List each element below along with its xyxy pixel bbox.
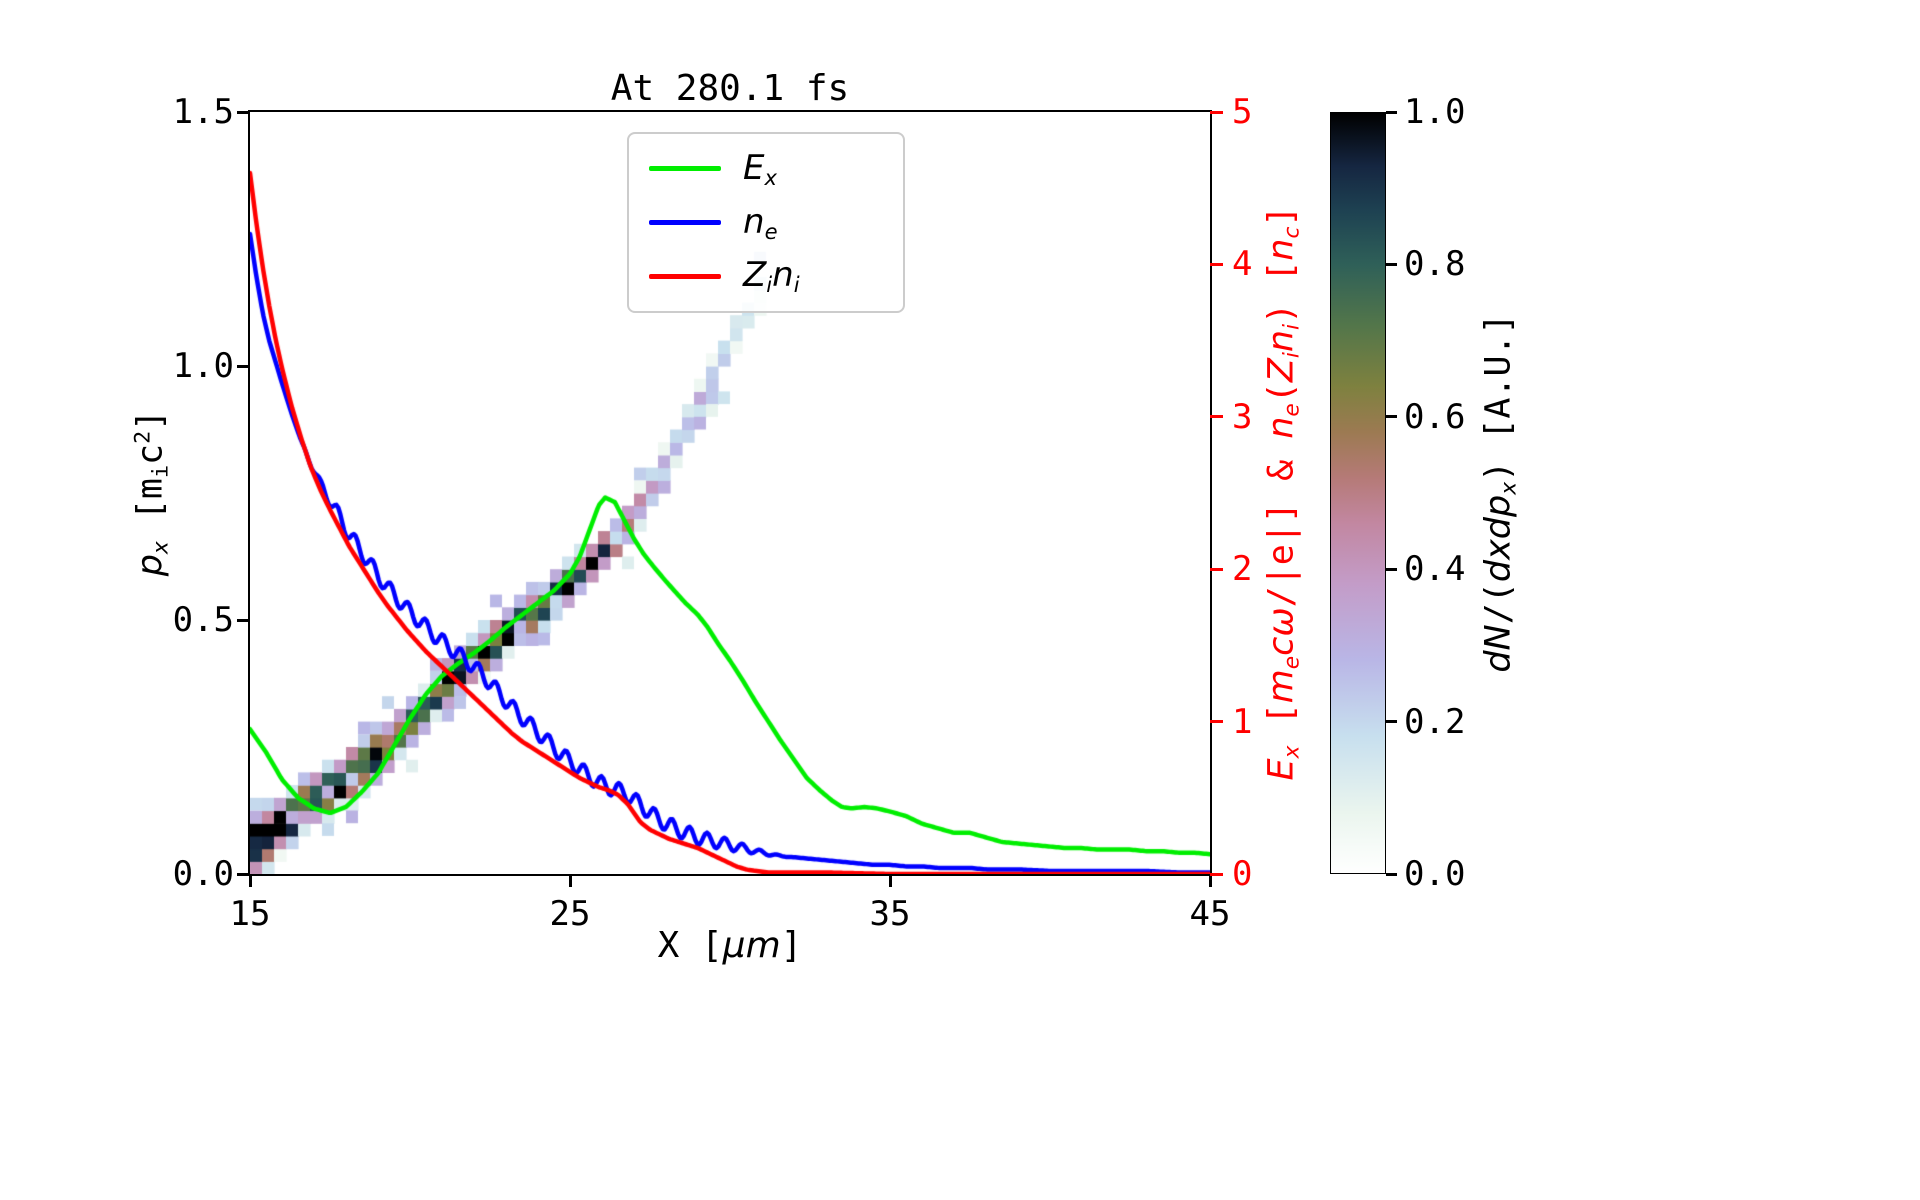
legend-item: Ex (649, 148, 893, 190)
y-left-tick (237, 618, 250, 622)
y-right-tick (1210, 415, 1223, 419)
x-tick-label: 45 (1189, 894, 1231, 934)
chart-title: At 280.1 fs (610, 68, 850, 109)
colorbar-tick-label: 0.0 (1404, 854, 1466, 894)
y-left-tick-label: 1.0 (172, 346, 234, 386)
x-tick (1208, 874, 1212, 887)
colorbar-tick-label: 1.0 (1404, 92, 1466, 132)
colorbar-gradient (1330, 112, 1386, 874)
legend-line-swatch (649, 219, 721, 225)
legend-line-swatch (649, 273, 721, 279)
y-right-tick-label: 3 (1232, 396, 1253, 437)
legend-label: Zini (743, 255, 800, 298)
y-right-tick-label: 0 (1232, 854, 1253, 894)
x-tick-label: 35 (869, 894, 911, 934)
colorbar-tick-label: 0.6 (1404, 396, 1466, 437)
y-right-tick (1210, 720, 1223, 724)
colorbar-tick (1386, 262, 1397, 266)
colorbar-tick-label: 0.8 (1404, 244, 1466, 285)
y-right-tick (1210, 262, 1223, 266)
y-left-tick (237, 364, 250, 368)
colorbar-tick-label: 0.2 (1404, 701, 1466, 742)
colorbar-tick (1386, 415, 1397, 419)
y-left-tick-label: 0.0 (172, 854, 234, 894)
legend-line-swatch (649, 166, 721, 172)
legend-label: Ex (743, 147, 777, 190)
legend-label: ne (743, 201, 778, 244)
colorbar-tick (1386, 567, 1397, 571)
y-axis-label-left: px [mic2] (130, 409, 174, 577)
colorbar-label: dN/(dxdpx) [A.U.] (1478, 313, 1522, 673)
x-axis-label: X [μm] (657, 925, 803, 966)
x-tick (248, 874, 252, 887)
x-tick-label: 25 (549, 894, 591, 934)
y-right-tick-label: 1 (1232, 701, 1253, 742)
colorbar-tick-label: 0.4 (1404, 549, 1466, 590)
legend: Ex ne Zini (627, 132, 905, 313)
y-right-tick-label: 5 (1232, 92, 1253, 132)
y-left-tick (237, 872, 250, 876)
colorbar-tick (1386, 720, 1397, 724)
colorbar-tick (1386, 110, 1397, 114)
y-left-tick-label: 0.5 (172, 600, 234, 640)
x-tick (568, 874, 572, 887)
colorbar-tick (1386, 872, 1397, 876)
y-right-tick (1210, 872, 1223, 876)
legend-item: ne (649, 201, 893, 244)
x-tick (888, 874, 892, 887)
x-tick-label: 15 (229, 894, 271, 934)
y-right-tick-label: 2 (1232, 549, 1253, 590)
y-right-tick-label: 4 (1232, 244, 1253, 285)
y-axis-label-right: Ex [mecω/|e|] & ne(Zini) [nc] (1261, 205, 1305, 781)
y-left-tick (237, 110, 250, 114)
y-left-tick-label: 1.5 (172, 92, 234, 132)
y-right-tick (1210, 567, 1223, 571)
legend-item: Zini (649, 255, 893, 297)
y-right-tick (1210, 110, 1223, 114)
